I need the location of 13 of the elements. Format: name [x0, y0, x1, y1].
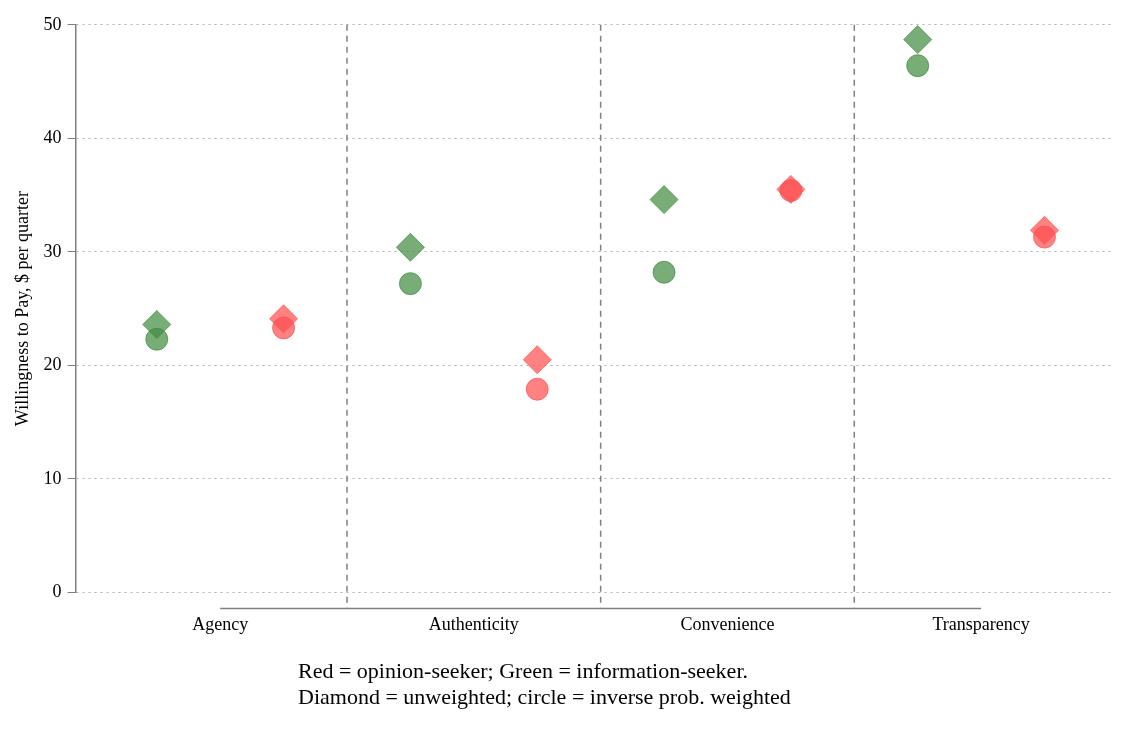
y-tick-label: 40 — [43, 127, 62, 148]
x-tick-label: Authenticity — [428, 613, 519, 634]
x-tick-label: Convenience — [680, 613, 775, 634]
y-axis-title: Willingness to Pay, $ per quarter — [11, 191, 32, 427]
x-tick-label: Transparency — [932, 613, 1030, 634]
text: Diamond = unweighted; circle = inverse prob. weighted — [298, 684, 792, 710]
y-tick-label: 0 — [52, 581, 62, 602]
y-tick-label: 20 — [43, 354, 62, 375]
y-tick-label: 10 — [43, 467, 62, 488]
text: Red = opinion-seeker; Green = information-seeker. — [298, 658, 749, 684]
y-tick-label: 50 — [43, 13, 62, 34]
x-tick-label: Agency — [192, 613, 249, 634]
y-tick-label: 30 — [43, 240, 62, 261]
